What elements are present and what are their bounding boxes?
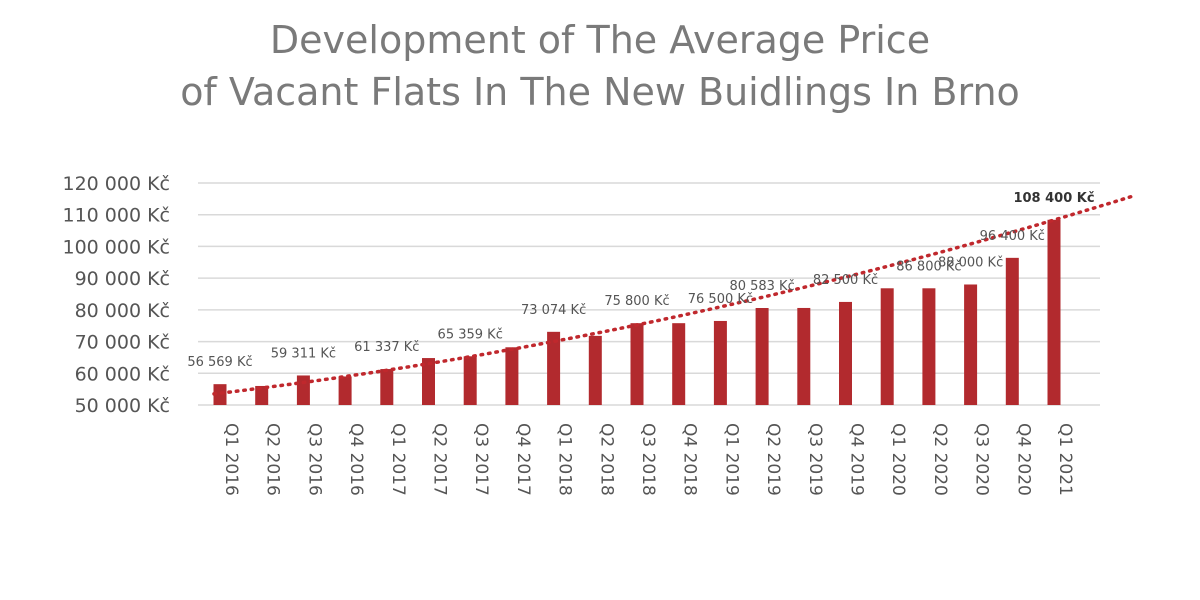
data-label: 88 000 Kč <box>938 255 1003 270</box>
data-label: 80 583 Kč <box>729 279 794 294</box>
data-label: 86 800 Kč <box>896 259 961 274</box>
bar <box>213 384 227 405</box>
trendline <box>212 193 1136 396</box>
x-tick-label: Q1 2021 <box>1055 423 1075 496</box>
data-label: 75 800 Kč <box>604 294 669 309</box>
bar <box>380 369 394 405</box>
data-label: 56 569 Kč <box>187 355 252 370</box>
bar <box>880 288 894 405</box>
data-label: 108 400 Kč <box>1013 191 1094 206</box>
trendline-path <box>212 193 1136 396</box>
y-axis: 50 000 Kč 60 000 Kč 70 000 Kč 80 000 Kč 90 0… <box>62 173 170 417</box>
bar <box>255 385 269 405</box>
y-tick-label: 70 000 Kč <box>75 332 170 354</box>
bar <box>547 331 561 405</box>
x-tick-label: Q4 2018 <box>680 423 700 496</box>
x-tick-label: Q4 2017 <box>513 423 533 496</box>
data-label: 61 337 Kč <box>354 340 419 355</box>
data-label: 73 074 Kč <box>521 303 586 318</box>
x-tick-label: Q3 2020 <box>972 423 992 496</box>
x-tick-label: Q2 2018 <box>596 423 616 496</box>
x-tick-label: Q2 2017 <box>430 423 450 496</box>
bar <box>964 284 978 405</box>
x-tick-label: Q3 2016 <box>304 423 324 496</box>
y-tick-label: 50 000 Kč <box>75 395 170 417</box>
bar <box>797 307 811 405</box>
bar <box>672 323 686 405</box>
bar <box>1005 257 1019 405</box>
bar <box>713 320 727 405</box>
bar <box>922 288 936 405</box>
bar <box>839 301 852 405</box>
data-labels: 56 569 Kč 59 311 Kč 61 337 Kč 65 359 Kč 73 0… <box>187 191 1094 370</box>
x-tick-label: Q2 2020 <box>930 423 950 496</box>
bar <box>588 335 602 405</box>
x-tick-label: Q3 2017 <box>471 423 491 496</box>
y-tick-label: 90 000 Kč <box>75 268 170 290</box>
bar <box>338 376 352 405</box>
data-label: 82 500 Kč <box>813 273 878 288</box>
x-tick-label: Q1 2019 <box>721 423 741 496</box>
data-label: 59 311 Kč <box>271 346 336 361</box>
x-tick-label: Q1 2018 <box>555 423 575 496</box>
y-tick-label: 60 000 Kč <box>75 363 170 385</box>
y-tick-label: 100 000 Kč <box>62 236 170 258</box>
bar <box>505 347 519 405</box>
x-tick-label: Q1 2020 <box>888 423 908 496</box>
gridlines <box>198 182 1100 406</box>
x-tick-label: Q1 2017 <box>388 423 408 496</box>
x-tick-label: Q1 2016 <box>221 423 241 496</box>
x-tick-label: Q3 2019 <box>805 423 825 496</box>
x-axis: Q1 2016 Q2 2016 Q3 2016 Q4 2016 Q1 2017 Q2 20… <box>221 423 1075 496</box>
bar <box>630 323 644 405</box>
chart-title-line-1: Development of The Average Price <box>269 18 931 62</box>
x-tick-label: Q3 2018 <box>638 423 658 496</box>
bar <box>463 356 477 405</box>
data-label: 96 400 Kč <box>980 229 1045 244</box>
x-tick-label: Q4 2016 <box>346 423 366 496</box>
x-tick-label: Q4 2019 <box>847 423 867 496</box>
y-tick-label: 110 000 Kč <box>62 205 170 227</box>
x-tick-label: Q2 2019 <box>763 423 783 496</box>
y-tick-label: 120 000 Kč <box>62 173 170 195</box>
bar <box>1047 219 1061 405</box>
bar <box>755 308 769 405</box>
bar <box>422 358 435 405</box>
data-label: 65 359 Kč <box>438 327 503 342</box>
x-tick-label: Q4 2020 <box>1013 423 1033 496</box>
data-label: 76 500 Kč <box>688 292 753 307</box>
bar <box>296 375 310 405</box>
chart-title: Development of The Average Price of Vaca… <box>0 14 1200 118</box>
chart-title-line-2: of Vacant Flats In The New Buidlings In … <box>180 70 1020 114</box>
bars <box>213 219 1061 405</box>
y-tick-label: 80 000 Kč <box>75 300 170 322</box>
x-tick-label: Q2 2016 <box>263 423 283 496</box>
